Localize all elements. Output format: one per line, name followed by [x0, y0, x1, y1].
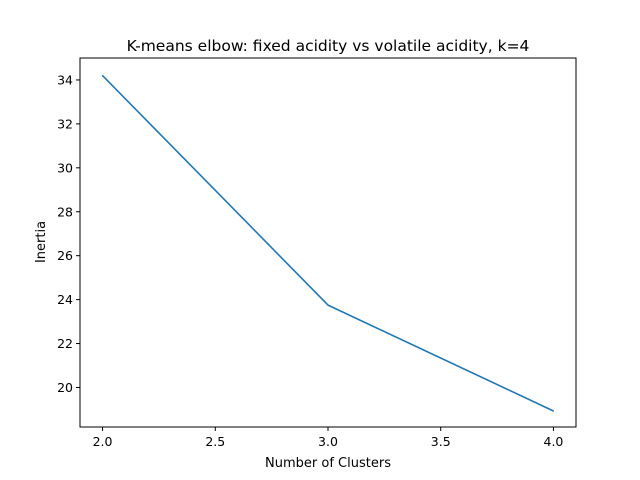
series-layer [101, 74, 555, 412]
chart-title: K-means elbow: fixed acidity vs volatile… [127, 37, 530, 55]
y-tick-label: 34 [57, 72, 73, 87]
y-tick-label: 26 [57, 248, 73, 263]
x-tick-label: 4.0 [544, 434, 564, 449]
y-tick-label: 20 [57, 380, 73, 395]
x-tick-label: 2.0 [93, 434, 113, 449]
y-tick-label: 24 [57, 292, 73, 307]
x-axis-label: Number of Clusters [265, 456, 391, 471]
y-tick-label: 32 [57, 116, 73, 131]
y-axis-label: Inertia [34, 221, 49, 263]
x-axis-ticks: 2.0 2.5 3.0 3.5 4.0 [93, 427, 564, 449]
data-point [552, 410, 555, 412]
x-tick-label: 3.5 [431, 434, 451, 449]
data-point [327, 304, 329, 306]
plot-background [80, 58, 576, 427]
y-tick-label: 30 [57, 160, 73, 175]
y-tick-label: 28 [57, 204, 73, 219]
x-tick-label: 3.0 [318, 434, 338, 449]
x-tick-label: 2.5 [205, 434, 225, 449]
data-point [101, 74, 104, 77]
y-tick-label: 22 [57, 336, 73, 351]
plot-area [79, 57, 577, 428]
y-axis-ticks: 20 22 24 26 28 30 32 34 [57, 72, 80, 395]
